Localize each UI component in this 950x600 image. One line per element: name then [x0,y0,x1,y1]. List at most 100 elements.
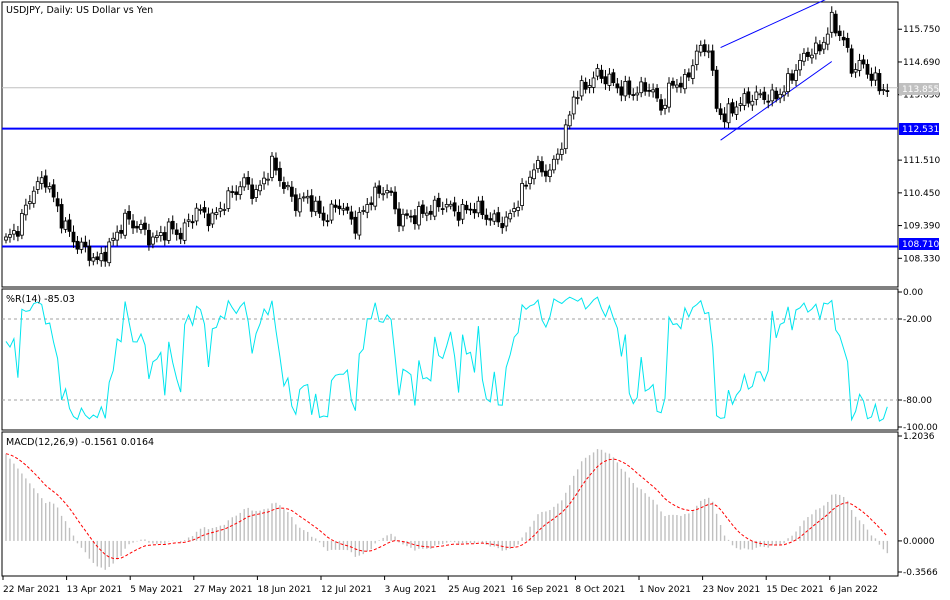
candle [150,232,155,249]
candle [528,170,532,190]
candle [99,246,104,267]
candle [456,205,461,227]
candle [413,208,417,230]
candle [182,218,187,245]
candle [762,86,767,105]
candle [488,212,493,226]
candle [877,69,882,95]
candle [119,224,124,239]
candle [524,180,528,190]
candle [258,180,262,196]
candle [472,202,477,219]
candle [127,205,131,225]
time-tick-label: 23 Nov 2021 [703,585,761,595]
candle [865,59,870,79]
time-tick-label: 1 Nov 2021 [639,585,691,595]
candle [734,100,739,121]
candle [250,178,255,205]
candle [333,199,338,213]
candle [567,110,572,130]
candle [500,216,505,234]
candle [829,6,834,38]
candle [484,208,489,226]
candle [448,200,453,210]
candle [631,88,636,101]
time-tick-label: 8 Oct 2021 [575,585,625,595]
hline-badge-1 [899,123,939,135]
candle [468,202,473,215]
candle [107,237,112,267]
time-tick-label: 12 Jul 2021 [321,585,372,595]
candle [115,225,120,247]
candle [409,209,413,223]
wpr-panel-frame [1,288,899,431]
candle [766,94,771,109]
candle [345,203,350,214]
candle [770,83,775,107]
candle [857,53,862,77]
candle [281,176,286,194]
price-tick-label: 110.450 [903,189,940,199]
candle [166,218,171,244]
candle [718,103,723,120]
candle [357,207,362,240]
candle [8,228,12,243]
macd-panel[interactable] [5,449,889,570]
candle [313,196,318,216]
time-tick-label: 22 Mar 2021 [3,585,60,595]
candle [496,206,501,228]
macd-tick-label: -0.3566 [903,568,938,578]
candle [635,86,640,101]
candle [591,71,596,94]
candle [627,76,632,99]
candle [321,206,326,227]
candle [440,201,445,215]
candle [242,173,247,191]
candle [143,216,147,236]
wpr-tick-label: -100.00 [903,423,938,433]
macd-tick-label: 0.0000 [903,537,935,547]
candle [853,63,858,78]
wpr-tick-label: -80.00 [903,396,932,406]
candle [563,119,568,154]
hline-label-2: 108.710 [902,240,939,250]
current-price-badge [899,83,939,95]
candle [365,197,370,219]
candle [504,211,509,232]
candle [349,205,354,225]
wpr-tick-label: -20.00 [903,315,932,325]
time-tick-label: 15 Dec 2021 [766,585,824,595]
candle [377,180,382,199]
time-tick-label: 13 Apr 2021 [67,585,123,595]
candle [381,186,386,201]
wpr-panel[interactable] [2,296,898,422]
candle [222,203,227,216]
candle [190,214,195,229]
candle [623,75,628,101]
candle [27,195,32,210]
price-panel[interactable] [2,0,898,267]
candle [55,191,60,213]
candle [679,76,683,94]
price-tick-label: 113.630 [903,91,940,101]
candle [798,53,802,76]
candle [671,77,675,89]
candle [4,233,8,244]
candle [480,195,485,220]
candle [214,207,219,220]
candle [301,192,306,202]
candle [544,164,548,183]
candle [317,195,322,219]
time-tick-label: 25 Aug 2021 [448,585,506,595]
time-axis: 22 Mar 2021 13 Apr 2021 5 May 2021 27 May 2… [2,576,878,595]
candle [270,152,274,182]
candle [393,186,397,215]
candle [821,36,826,54]
candle [746,87,751,108]
candle [476,196,481,218]
candle [218,201,223,218]
candle [309,189,314,218]
macd-panel-frame [1,431,899,577]
channel-upper-line[interactable] [720,0,832,49]
